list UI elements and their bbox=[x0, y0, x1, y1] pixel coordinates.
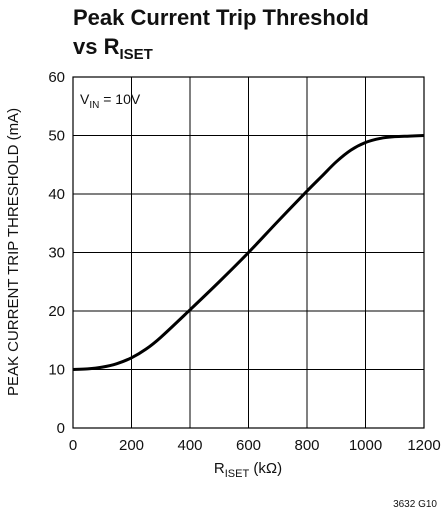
x-axis-label: RISET (kΩ) bbox=[214, 460, 282, 480]
x-tick-label: 1200 bbox=[407, 437, 440, 454]
condition-annotation: VIN = 10V bbox=[80, 91, 141, 111]
y-tick-label: 20 bbox=[48, 303, 65, 320]
annotation-v: V bbox=[80, 91, 90, 107]
y-tick-label: 0 bbox=[57, 420, 65, 437]
chart-title-subscript: ISET bbox=[119, 46, 152, 63]
tick-labels: 0 200 400 600 800 1000 1200 0 10 20 30 40 50 60 bbox=[48, 69, 440, 454]
x-axis-label-unit: (kΩ) bbox=[249, 460, 282, 477]
data-series bbox=[72, 134, 425, 371]
chart-title-vs: vs R bbox=[73, 34, 120, 59]
y-tick-label: 30 bbox=[48, 245, 65, 262]
x-axis-label-r: R bbox=[214, 460, 225, 477]
figure-code: 3632 G10 bbox=[393, 499, 437, 510]
y-tick-label: 10 bbox=[48, 362, 65, 379]
x-tick-label: 800 bbox=[294, 437, 319, 454]
x-tick-label: 600 bbox=[236, 437, 261, 454]
x-tick-label: 400 bbox=[177, 437, 202, 454]
y-tick-label: 40 bbox=[48, 186, 65, 203]
x-tick-label: 200 bbox=[119, 437, 144, 454]
y-tick-label: 50 bbox=[48, 128, 65, 145]
annotation-value: = 10V bbox=[99, 91, 141, 107]
plot-frame bbox=[72, 76, 425, 429]
chart-title-line-1: Peak Current Trip Threshold bbox=[73, 5, 369, 30]
y-tick-label: 60 bbox=[48, 69, 65, 86]
x-axis-label-subscript: ISET bbox=[225, 468, 250, 480]
x-tick-label: 0 bbox=[69, 437, 77, 454]
series-line bbox=[72, 134, 425, 371]
x-tick-label: 1000 bbox=[349, 437, 382, 454]
chart-title-line-2: vs RISET bbox=[73, 34, 153, 63]
y-axis-label: PEAK CURRENT TRIP THRESHOLD (mA) bbox=[5, 108, 22, 396]
annotation-subscript: IN bbox=[89, 100, 99, 111]
